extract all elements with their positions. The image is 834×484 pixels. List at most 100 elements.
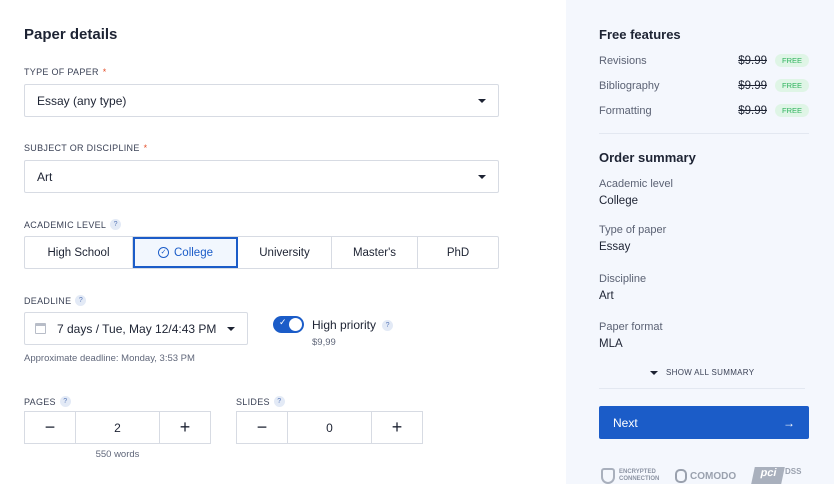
level-text: Master's [352, 246, 397, 259]
summary-value: Art [599, 290, 614, 302]
pci-logo-icon: pci [751, 467, 785, 484]
summary-item: Paper format MLA [599, 321, 663, 350]
pages-minus-button[interactable]: − [44, 417, 56, 437]
level-text: High School [47, 246, 110, 259]
arrow-right-icon: → [783, 415, 795, 430]
summary-title: Order summary [599, 150, 696, 165]
level-high-school[interactable]: High School [25, 237, 133, 268]
shield-icon [601, 468, 615, 484]
priority-price: $9,99 [312, 337, 336, 348]
subject-select[interactable]: Art [24, 160, 499, 193]
check-circle-icon: ✓ [158, 247, 169, 258]
help-icon[interactable]: ? [75, 295, 87, 306]
summary-value: MLA [599, 338, 623, 350]
free-badge: FREE [774, 104, 809, 117]
summary-item: Discipline Art [599, 273, 646, 302]
feature-price: $9.99 [738, 79, 767, 92]
subject-value: Art [37, 169, 53, 184]
summary-value: College [599, 195, 638, 207]
next-label: Next [613, 415, 638, 430]
level-text: PhD [446, 246, 470, 259]
summary-key: Academic level [599, 178, 673, 190]
free-badge: FREE [774, 54, 809, 67]
slides-minus-button[interactable]: − [256, 417, 268, 437]
type-label-text: TYPE OF PAPER [24, 67, 99, 77]
deadline-label: DEADLINE? [24, 295, 87, 306]
summary-key: Paper format [599, 321, 663, 333]
feature-price: $9.99 [738, 104, 767, 117]
feature-item: Bibliography $9.99 FREE [599, 73, 809, 98]
pages-input[interactable]: 2 [75, 412, 160, 443]
high-priority-toggle[interactable]: ✓ [273, 316, 304, 333]
lock-icon [675, 469, 687, 483]
level-text: College [174, 246, 213, 259]
required-mark: * [102, 67, 107, 77]
page-title: Paper details [24, 26, 118, 43]
high-priority-label: High priority? [312, 318, 394, 332]
pci-dss-badge: pci DSS [751, 467, 802, 484]
calendar-icon [35, 323, 46, 334]
next-button[interactable]: Next → [599, 406, 809, 439]
toggle-knob [289, 318, 302, 331]
required-mark: * [143, 143, 148, 153]
level-college[interactable]: ✓ College [133, 237, 238, 268]
subject-label-text: SUBJECT OR DISCIPLINE [24, 143, 140, 153]
feature-name: Formatting [599, 104, 652, 117]
type-value: Essay (any type) [37, 93, 127, 108]
level-masters[interactable]: Master's [332, 237, 418, 268]
level-label: ACADEMIC LEVEL? [24, 219, 122, 230]
words-count: 550 words [95, 449, 140, 460]
sidebar: Free features Revisions $9.99 FREE Bibliog… [566, 0, 834, 484]
divider [599, 133, 809, 134]
level-university[interactable]: University [238, 237, 332, 268]
deadline-label-text: DEADLINE [24, 295, 72, 306]
pages-plus-button[interactable]: + [179, 417, 191, 437]
pages-label-text: PAGES [24, 396, 56, 407]
show-all-summary-button[interactable]: SHOW ALL SUMMARY [650, 368, 754, 377]
pages-label: PAGES? [24, 396, 71, 407]
level-text: University [259, 246, 310, 259]
features-list: Revisions $9.99 FREE Bibliography $9.99 FREE… [599, 48, 809, 123]
feature-name: Bibliography [599, 79, 660, 92]
level-phd[interactable]: PhD [418, 237, 498, 268]
deadline-value: 7 days / Tue, May 12/4:43 PM [57, 321, 217, 336]
type-label: TYPE OF PAPER * [24, 67, 107, 77]
priority-text: High priority [312, 318, 377, 332]
help-icon[interactable]: ? [382, 319, 394, 331]
help-icon[interactable]: ? [59, 396, 71, 407]
slides-stepper: − 0 + [236, 411, 423, 444]
comodo-text: COMODO [690, 470, 737, 482]
deadline-select[interactable]: 7 days / Tue, May 12/4:43 PM [24, 312, 248, 345]
feature-name: Revisions [599, 54, 647, 67]
slides-plus-button[interactable]: + [391, 417, 403, 437]
features-title: Free features [599, 27, 681, 42]
feature-item: Formatting $9.99 FREE [599, 98, 809, 123]
slides-label: SLIDES? [236, 396, 285, 407]
summary-value: Essay [599, 241, 631, 253]
academic-level-selector: High School ✓ College University Master's… [24, 236, 499, 269]
summary-key: Discipline [599, 273, 647, 285]
approx-deadline: Approximate deadline: Monday, 3:53 PM [24, 353, 195, 364]
encrypted-text: ENCRYPTED CONNECTION [619, 469, 660, 482]
slides-label-text: SLIDES [236, 396, 270, 407]
caret-down-icon [227, 326, 235, 331]
type-of-paper-select[interactable]: Essay (any type) [24, 84, 499, 117]
slides-input[interactable]: 0 [287, 412, 372, 443]
encrypted-connection-badge: ENCRYPTED CONNECTION [601, 468, 660, 484]
summary-item: Type of paper Essay [599, 224, 666, 253]
caret-down-icon [478, 174, 486, 179]
summary-item: Academic level College [599, 178, 673, 207]
comodo-badge: COMODO [675, 469, 736, 483]
dss-text: DSS [785, 467, 802, 476]
free-badge: FREE [774, 79, 809, 92]
caret-down-icon [650, 370, 658, 375]
show-all-text: SHOW ALL SUMMARY [666, 368, 755, 377]
check-icon: ✓ [279, 317, 287, 327]
feature-price: $9.99 [738, 54, 767, 67]
summary-key: Type of paper [599, 224, 667, 236]
pages-stepper: − 2 + [24, 411, 211, 444]
help-icon[interactable]: ? [110, 219, 122, 230]
divider [599, 388, 805, 389]
level-label-text: ACADEMIC LEVEL [24, 219, 107, 230]
help-icon[interactable]: ? [273, 396, 285, 407]
